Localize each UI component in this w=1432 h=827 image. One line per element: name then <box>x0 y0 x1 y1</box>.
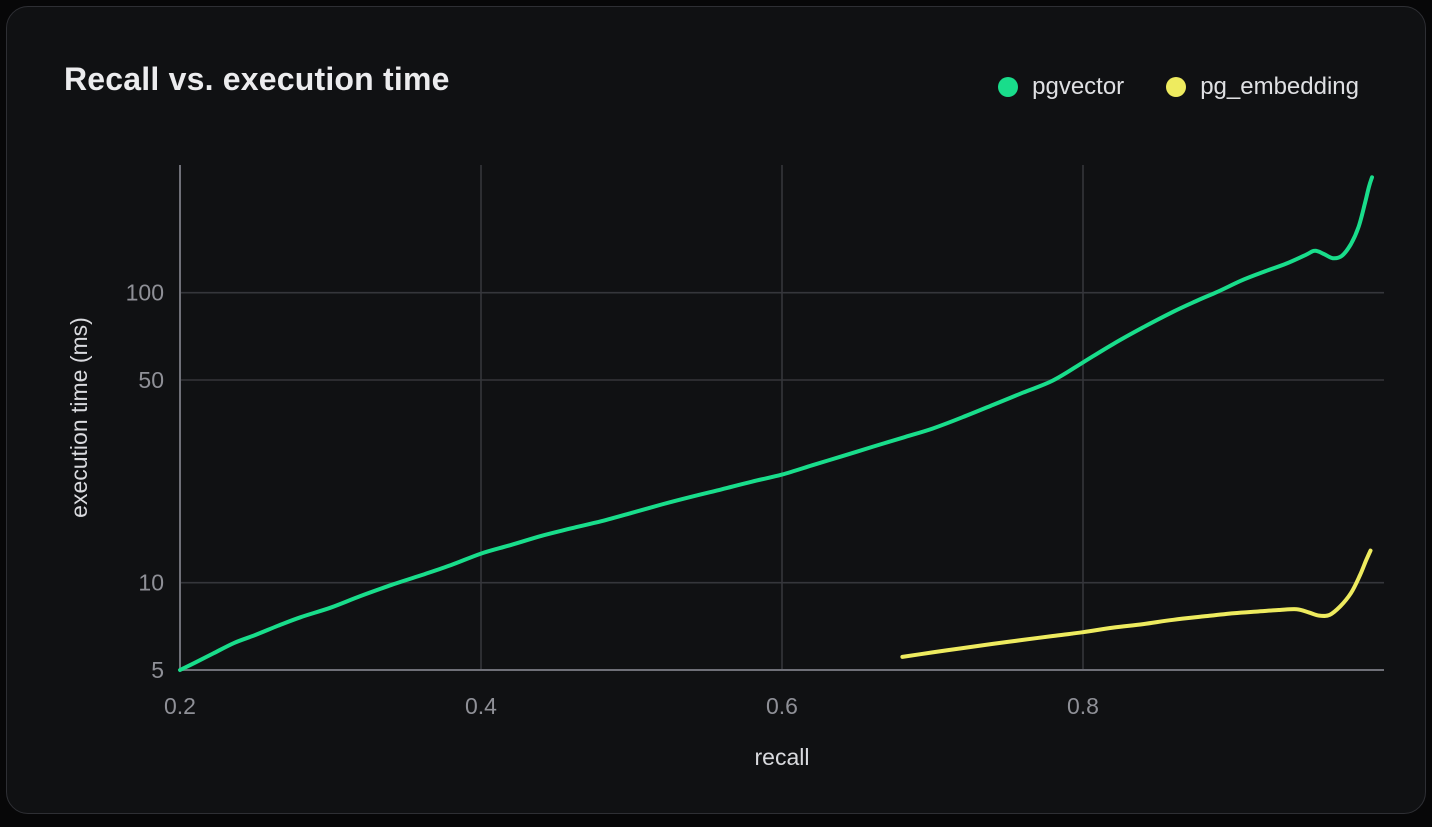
plot-area: 0.2 0.4 0.6 0.8 5 10 50 100 recall execution time… <box>7 7 1432 827</box>
y-tick-label: 10 <box>138 570 164 596</box>
x-axis-title: recall <box>755 744 810 770</box>
pgvector-line <box>180 177 1372 670</box>
x-tick-label: 0.2 <box>164 693 196 719</box>
x-tick-label: 0.8 <box>1067 693 1099 719</box>
x-tick-label: 0.4 <box>465 693 497 719</box>
x-tick-label: 0.6 <box>766 693 798 719</box>
y-tick-label: 50 <box>138 367 164 393</box>
pg_embedding-line <box>902 551 1370 657</box>
chart-card: Recall vs. execution time pgvector pg_em… <box>6 6 1426 814</box>
y-tick-label: 5 <box>151 657 164 683</box>
y-axis-title: execution time (ms) <box>66 317 92 518</box>
y-tick-label: 100 <box>126 280 164 306</box>
